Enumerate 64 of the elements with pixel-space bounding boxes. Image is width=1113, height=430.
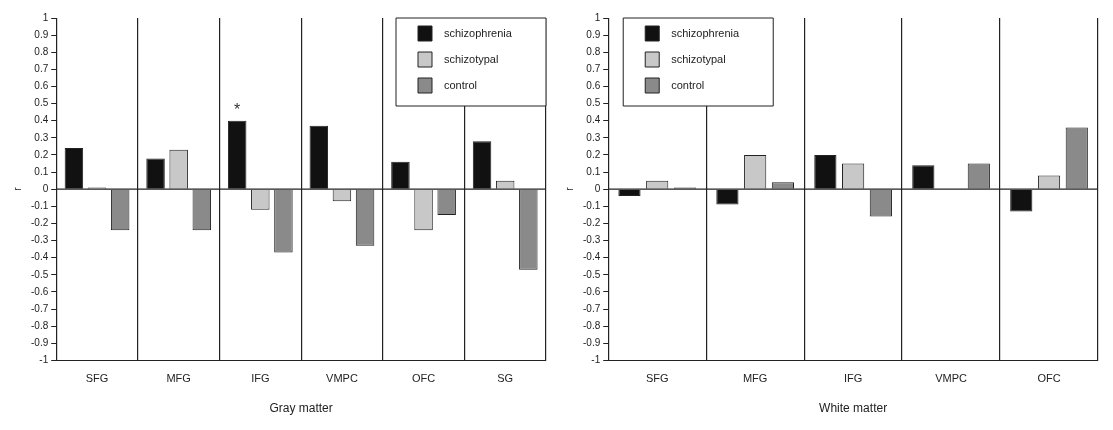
x-tick-label: OFC (411, 372, 436, 385)
legend-label: schizotypal (444, 53, 499, 66)
x-tick-label: OFC (1037, 372, 1061, 385)
y-tick-label: -0.7 (31, 302, 49, 314)
y-tick-label: 0.2 (586, 148, 601, 160)
y-tick-label: 0.7 (34, 63, 49, 75)
y-tick-label: 1 (594, 11, 601, 23)
y-tick-label: 1 (42, 11, 49, 23)
y-tick-label: -0.6 (31, 285, 49, 297)
y-tick-label: 0.1 (586, 165, 601, 177)
y-axis-title: r (563, 186, 575, 191)
y-tick-label: -1 (591, 354, 601, 366)
x-tick-label: VMPC (935, 372, 968, 385)
x-tick-label: SFG (645, 372, 669, 385)
x-tick-label: SG (497, 372, 514, 385)
x-tick-label: MFG (742, 372, 768, 385)
y-tick-label: 0.6 (586, 80, 601, 92)
y-tick-label: -0.9 (583, 337, 601, 349)
legend-label: control (671, 79, 705, 92)
y-tick-label: -0.1 (583, 200, 601, 212)
y-tick-label: -0.3 (583, 234, 601, 246)
y-tick-label: 0.9 (34, 28, 49, 40)
y-tick-label: 0.4 (586, 114, 601, 126)
y-tick-label: -0.7 (583, 302, 601, 314)
y-tick-label: -0.5 (583, 268, 601, 280)
y-tick-label: 0.7 (586, 63, 601, 75)
y-tick-label: -0.3 (31, 234, 49, 246)
x-tick-label: IFG (251, 372, 270, 385)
y-tick-label: -0.4 (583, 251, 601, 263)
y-tick-label: -1 (39, 354, 49, 366)
x-axis-title: White matter (819, 401, 888, 416)
y-tick-label: -0.6 (583, 285, 601, 297)
y-tick-label: 0.1 (34, 165, 49, 177)
y-tick-label: -0.2 (31, 217, 49, 229)
y-tick-label: -0.1 (31, 200, 49, 212)
y-tick-label: -0.8 (583, 319, 601, 331)
legend-label: control (444, 79, 478, 92)
y-tick-label: 0.2 (34, 148, 49, 160)
y-tick-label: -0.9 (31, 337, 49, 349)
legend-label: schizophrenia (671, 27, 740, 40)
y-tick-label: 0.3 (586, 131, 601, 143)
y-tick-label: 0.5 (34, 97, 49, 109)
y-tick-label: 0 (42, 182, 49, 194)
x-tick-label: VMPC (326, 372, 358, 385)
y-tick-label: -0.5 (31, 268, 49, 280)
legend-label: schizophrenia (444, 27, 513, 40)
y-tick-label: -0.8 (31, 319, 49, 331)
y-tick-label: 0.9 (586, 28, 601, 40)
y-tick-label: -0.4 (31, 251, 49, 263)
y-tick-label: 0 (594, 182, 601, 194)
y-tick-label: 0.3 (34, 131, 49, 143)
y-tick-label: 0.4 (34, 114, 49, 126)
legend-label: schizotypal (671, 53, 726, 66)
y-tick-label: -0.2 (583, 217, 601, 229)
y-axis-title: r (11, 186, 23, 191)
y-tick-label: 0.8 (34, 45, 49, 57)
y-tick-label: 0.6 (34, 80, 49, 92)
annotation: * (234, 100, 241, 118)
y-tick-label: 0.8 (586, 45, 601, 57)
x-tick-label: IFG (843, 372, 863, 385)
y-tick-label: 0.5 (586, 97, 601, 109)
x-tick-label: MFG (166, 372, 191, 385)
x-tick-label: SFG (85, 372, 109, 385)
x-axis-title: Gray matter (269, 401, 333, 416)
